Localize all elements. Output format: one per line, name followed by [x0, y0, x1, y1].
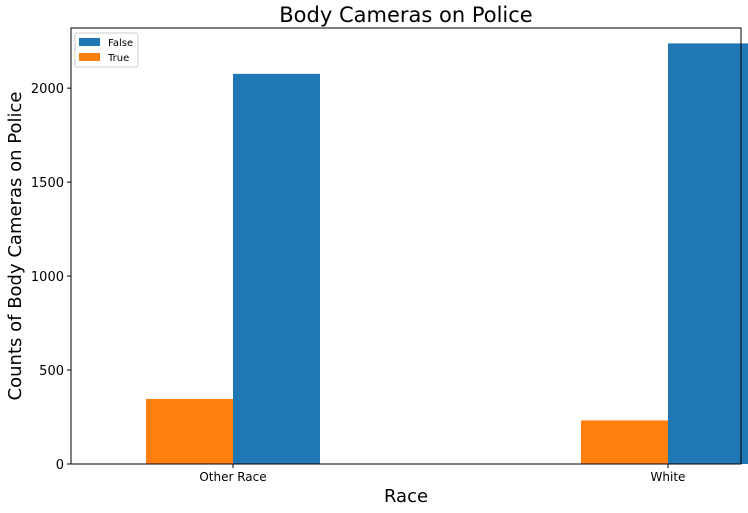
y-axis-title: Counts of Body Cameras on Police [5, 92, 26, 401]
x-axis-title: Race [384, 486, 428, 507]
x-tick-label: White [651, 470, 686, 484]
y-tick-label: 1500 [31, 176, 64, 191]
legend-label-false: False [108, 38, 133, 49]
legend-swatch-false [79, 38, 100, 46]
y-axis-ticks: 0 500 1000 1500 2000 [31, 82, 71, 473]
y-tick-label: 0 [56, 458, 64, 473]
y-tick-label: 2000 [31, 82, 64, 97]
bar-false-white [668, 43, 748, 465]
x-axis-ticks: Other Race White [199, 464, 685, 484]
bars [146, 43, 748, 465]
legend: False True [74, 32, 139, 68]
y-tick-label: 1000 [31, 270, 64, 285]
chart-title: Body Cameras on Police [279, 3, 532, 27]
x-tick-label: Other Race [199, 470, 266, 484]
legend-swatch-true [79, 53, 100, 61]
bar-false-other-race [233, 73, 320, 465]
bar-true-white [581, 420, 668, 464]
y-tick-label: 500 [39, 364, 64, 379]
legend-label-true: True [107, 53, 129, 64]
plot-frame [70, 27, 742, 465]
bar-true-other-race [146, 398, 233, 464]
